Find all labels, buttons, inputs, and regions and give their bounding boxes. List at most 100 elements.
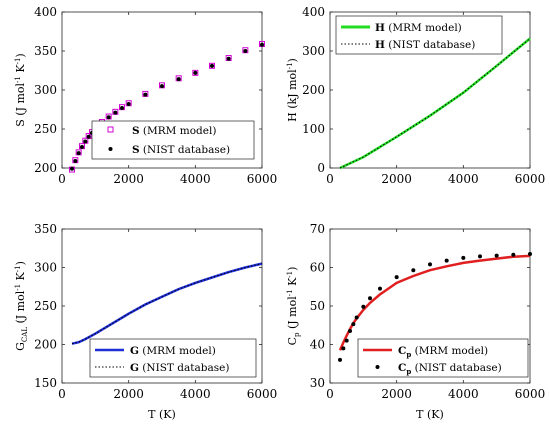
y-tick-label: 300 xyxy=(302,44,325,58)
series-2-point xyxy=(511,252,516,257)
x-axis-label: T (K) xyxy=(416,408,444,421)
y-axis-label: GCAL (J mol-1 K-1) xyxy=(14,261,29,351)
series-2-point xyxy=(260,42,264,47)
axis-ticks: 0 2000 4000 6000 150 200 250 300 350 xyxy=(34,222,277,401)
y-axis-label-sup1: -1 xyxy=(14,76,22,83)
x-tick-label: 0 xyxy=(58,387,66,401)
y-tick-label: 150 xyxy=(34,376,57,390)
legend-entry-1: S (MRM model) xyxy=(132,125,216,137)
series-2-point xyxy=(243,49,248,53)
y-axis-label-main: H (kJ mol xyxy=(286,69,299,122)
series-2-point xyxy=(73,158,78,163)
x-tick-label: 0 xyxy=(326,172,334,186)
series-2-point xyxy=(428,262,432,267)
series-2-point xyxy=(113,110,118,115)
series-2-point xyxy=(378,286,382,291)
legend-marker-dot xyxy=(108,147,113,151)
x-tick-label: 0 xyxy=(58,172,66,186)
y-axis-label-main: (J mol xyxy=(14,290,27,327)
entropy-panel: 0 2000 4000 6000 200 250 300 350 400 S (J mol-1 … xyxy=(14,5,277,186)
y-tick-label: 300 xyxy=(34,261,57,275)
legend-text: (NIST database) xyxy=(139,362,229,374)
y-axis-label-main: S (J mol xyxy=(14,82,27,126)
series-2-point xyxy=(354,315,359,320)
y-axis-label-sup2: -1 xyxy=(14,265,22,272)
legend-text: (NIST database) xyxy=(140,144,230,156)
y-axis-label-mid: K xyxy=(286,277,299,289)
series-1-point xyxy=(209,62,215,69)
y-axis-label-sup1: -1 xyxy=(286,289,294,296)
legend-entry-1: G (MRM model) xyxy=(130,345,216,357)
y-axis-label-end: ) xyxy=(14,261,27,265)
series-2-point xyxy=(80,144,84,149)
legend-symbol: G xyxy=(130,345,139,357)
y-tick-label: 200 xyxy=(34,338,57,352)
x-tick-label: 4000 xyxy=(448,387,479,401)
legend-symbol: S xyxy=(132,144,140,156)
legend-symbol: S xyxy=(132,125,140,137)
legend-symbol: H xyxy=(375,22,385,34)
legend-symbol: H xyxy=(375,39,385,51)
y-tick-label: 250 xyxy=(34,299,57,313)
y-tick-label: 60 xyxy=(310,261,325,275)
x-tick-label: 6000 xyxy=(515,387,546,401)
y-axis-label-main: (J mol xyxy=(286,296,299,333)
legend-entry-2: S (NIST database) xyxy=(132,144,230,156)
x-tick-label: 4000 xyxy=(180,172,211,186)
legend-symbol-sub: p xyxy=(406,367,411,376)
y-axis-label-sup1: -1 xyxy=(286,62,294,69)
y-axis-label: Cp (J mol-1 K-1) xyxy=(286,267,301,346)
legend-entry-2: H (NIST database) xyxy=(375,39,475,51)
x-tick-label: 4000 xyxy=(448,172,479,186)
y-axis-label-mid: K xyxy=(14,64,27,76)
x-tick-label: 2000 xyxy=(113,387,144,401)
series-2-point xyxy=(226,56,231,61)
legend-symbol: C xyxy=(398,345,406,357)
y-tick-label: 250 xyxy=(34,122,57,136)
y-axis-label-sup1: -1 xyxy=(14,284,22,291)
x-tick-label: 6000 xyxy=(247,387,278,401)
x-tick-label: 6000 xyxy=(247,172,278,186)
legend-entry-1: H (MRM model) xyxy=(375,22,462,34)
y-axis-label-sup2: -1 xyxy=(14,58,22,65)
series-2-point xyxy=(176,77,181,82)
y-axis-label-pre: C xyxy=(286,337,299,345)
series-2-point xyxy=(70,166,74,171)
y-axis-label-sub: CAL xyxy=(21,327,29,342)
series-2-point xyxy=(86,134,91,139)
y-axis-label: S (J mol-1 K-1) xyxy=(14,53,27,126)
y-axis-label-sub: p xyxy=(293,332,301,337)
data-marks xyxy=(71,262,263,345)
series-2-point xyxy=(126,102,131,107)
series-2-point xyxy=(411,268,416,273)
y-tick-label: 40 xyxy=(310,338,325,352)
series-2-point xyxy=(193,70,198,75)
legend-text: (NIST database) xyxy=(411,362,501,374)
legend-text: (NIST database) xyxy=(385,39,475,51)
y-axis-label-end: ) xyxy=(286,58,299,62)
legend-text: (MRM model) xyxy=(140,125,217,137)
series-2-point xyxy=(76,151,81,156)
series-2-point xyxy=(106,115,111,120)
y-tick-label: 350 xyxy=(34,222,57,236)
legend-symbol: G xyxy=(130,362,139,374)
legend-box xyxy=(91,120,255,160)
series-2-point xyxy=(361,304,366,309)
y-tick-label: 30 xyxy=(310,376,325,390)
y-axis-label-sup2: -1 xyxy=(286,271,294,278)
y-axis-label: H (kJ mol-1) xyxy=(286,58,299,122)
x-tick-label: 0 xyxy=(326,387,334,401)
data-marks xyxy=(338,252,532,362)
series-2-point xyxy=(444,258,449,263)
series-2-point xyxy=(394,275,399,280)
legend-entry-2: Cp (NIST database) xyxy=(398,362,502,376)
axis-ticks: 0 2000 4000 6000 30 40 50 60 70 xyxy=(310,222,546,401)
y-tick-label: 400 xyxy=(34,5,57,19)
series-2-point xyxy=(368,296,372,301)
legend: Cp (MRM model) Cp (NIST database) xyxy=(357,338,529,378)
legend-box xyxy=(335,15,503,55)
series-2-point xyxy=(160,84,164,89)
y-tick-label: 50 xyxy=(310,299,325,313)
